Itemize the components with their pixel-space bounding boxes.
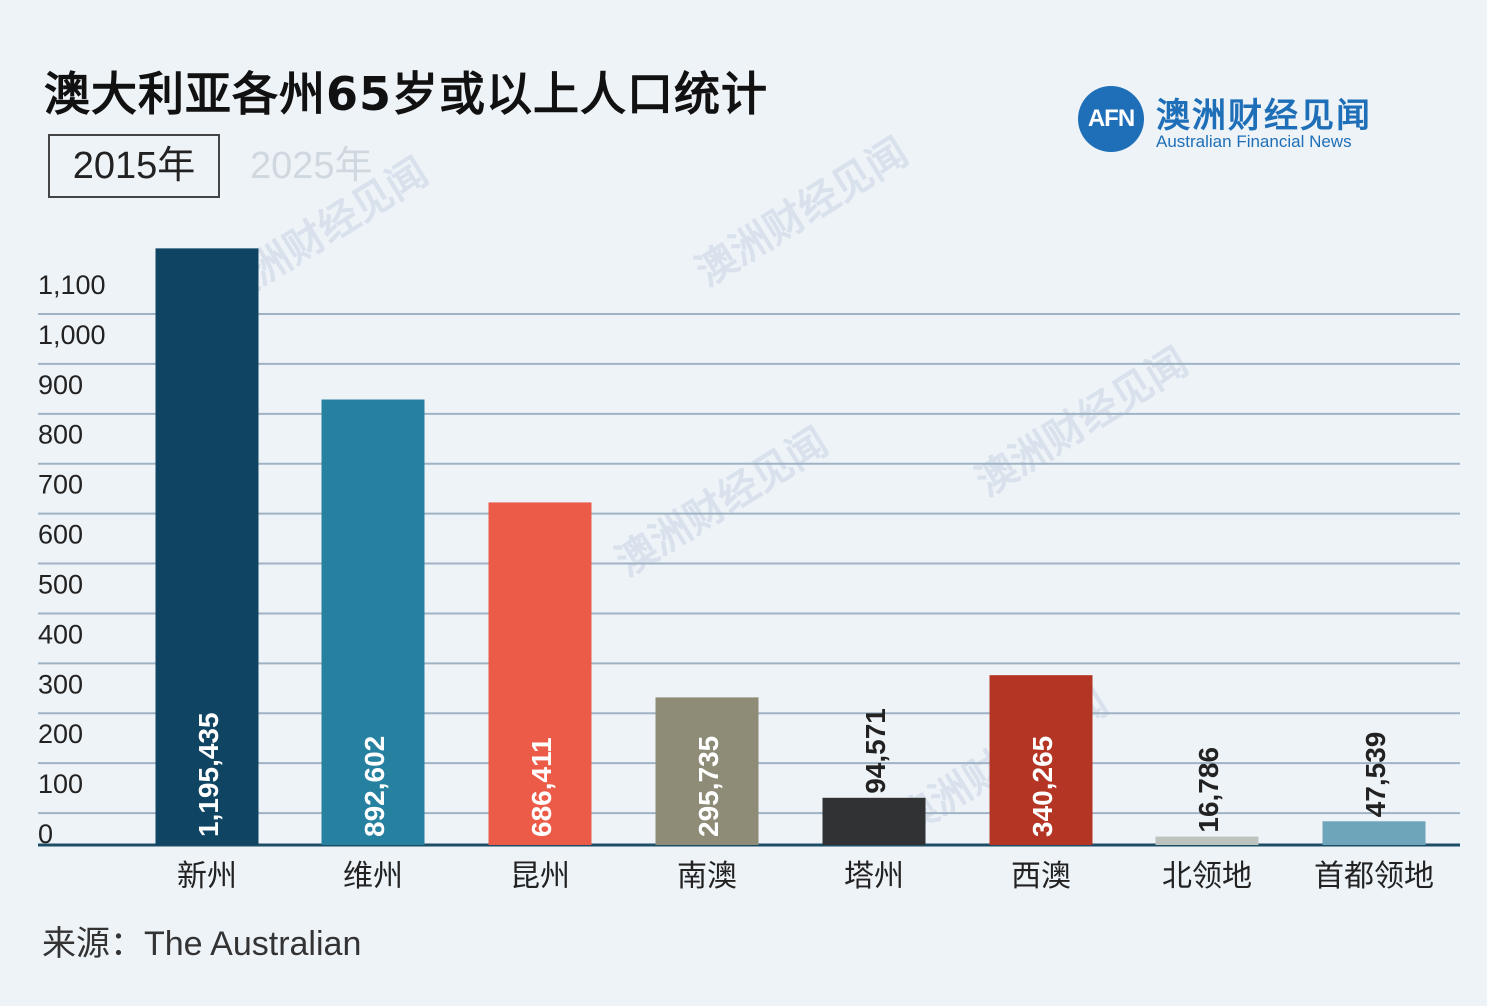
bar-value-label: 340,265 (1027, 736, 1058, 837)
bar-value-label: 1,195,435 (193, 712, 224, 837)
bar-value-label: 686,411 (526, 737, 557, 837)
y-tick-label: 1,100 (38, 270, 106, 300)
x-category-label: 南澳 (677, 859, 737, 894)
logo-name-en: Australian Financial News (1156, 132, 1352, 151)
y-tick-label: 1,000 (38, 320, 106, 350)
x-category-label: 维州 (343, 859, 403, 894)
x-category-label: 北领地 (1162, 859, 1252, 894)
y-tick-label: 100 (38, 769, 83, 799)
afn-logo: AFN 澳洲财经见闻 Australian Financial News (1078, 86, 1398, 162)
bar (989, 675, 1093, 845)
bar-value-label: 16,786 (1193, 747, 1224, 833)
y-tick-label: 900 (38, 370, 83, 400)
y-tick-label: 400 (38, 619, 83, 649)
y-tick-label: 600 (38, 520, 83, 550)
y-tick-label: 500 (38, 569, 83, 599)
source-prefix: 来源： (42, 924, 144, 964)
bar-value-label: 295,735 (693, 736, 724, 837)
source-note: 来源：The Australian (42, 916, 361, 965)
bar-value-label: 892,602 (359, 736, 390, 837)
chart-title: 澳大利亚各州65岁或以上人口统计 (44, 67, 769, 121)
bar (1322, 821, 1426, 845)
x-category-label: 新州 (177, 859, 237, 894)
y-tick-label: 200 (38, 719, 83, 749)
bar (155, 248, 259, 845)
source-name: The Australian (144, 925, 362, 963)
bar (655, 697, 759, 845)
afn-logo-icon: AFN (1078, 86, 1144, 152)
x-category-label: 西澳 (1011, 859, 1071, 894)
x-category-label: 塔州 (844, 859, 904, 894)
y-tick-label: 300 (38, 669, 83, 699)
bar (1155, 836, 1259, 845)
bar-value-label: 94,571 (860, 708, 891, 794)
logo-name-cn: 澳洲财经见闻 (1156, 96, 1372, 136)
x-category-label: 首都领地 (1314, 859, 1434, 894)
x-category-label: 昆州 (510, 859, 570, 894)
bar (488, 502, 592, 845)
y-tick-label: 800 (38, 420, 83, 450)
tab-2015[interactable]: 2015年 (48, 134, 220, 198)
y-tick-label: 0 (38, 819, 53, 849)
bar (321, 399, 425, 845)
bar (822, 797, 926, 845)
tab-2025[interactable]: 2025年 (250, 145, 373, 187)
bar-value-label: 47,539 (1360, 732, 1391, 818)
y-tick-label: 700 (38, 470, 83, 500)
